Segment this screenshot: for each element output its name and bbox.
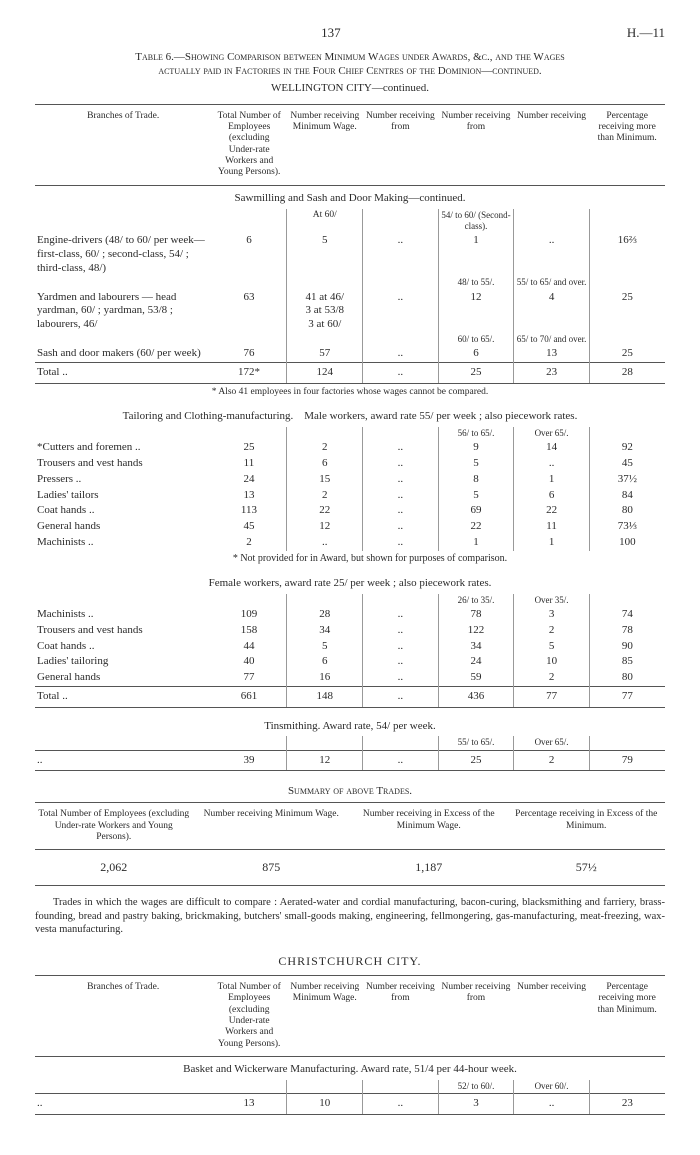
section-b-title: Tailoring and Clothing-manufacturing. Ma… — [35, 408, 665, 427]
page-code: H.—11 — [627, 25, 665, 41]
christchurch-title: CHRISTCHURCH CITY. — [35, 954, 665, 969]
summary-col1: Total Number of Employees (excluding Und… — [35, 803, 193, 850]
section-b-table: 56/ to 65/. Over 65/. *Cutters and forem… — [35, 427, 665, 551]
row-label: Trousers and vest hands — [35, 456, 211, 472]
section-a-title: Sawmilling and Sash and Door Making—cont… — [35, 186, 665, 209]
christchurch-table: 52/ to 60/. Over 60/. .. 13 10 .. 3 .. 2… — [35, 1080, 665, 1115]
col-recv: Number receiving — [514, 104, 590, 185]
section-a-total: Total .. 172* 124 .. 25 23 28 — [35, 362, 665, 383]
table-row: Yardmen and labourers — head yardman, 60… — [35, 290, 665, 333]
page-number: 137 — [321, 25, 341, 41]
col-recv-from-b: Number receiving from — [438, 104, 514, 185]
row-label: General hands — [35, 519, 211, 535]
section-d-row: .. 39 12 .. 25 2 79 — [35, 750, 665, 771]
table-row: General hands4512..221173⅓ — [35, 519, 665, 535]
table-row: Ladies' tailoring406..241085 — [35, 654, 665, 670]
section-c-table: 26/ to 35/. Over 35/. Machinists ..10928… — [35, 594, 665, 708]
row-label: Machinists .. — [35, 607, 211, 623]
table-row: Pressers ..2415..8137½ — [35, 472, 665, 488]
row-label: Coat hands .. — [35, 503, 211, 519]
row-label: Machinists .. — [35, 535, 211, 551]
summary-col2: Number receiving Minimum Wage. — [193, 803, 351, 850]
section-b-footnote: * Not provided for in Award, but shown f… — [35, 551, 665, 572]
col-recv-from-a: Number receiving from — [363, 104, 439, 185]
summary-col4: Percentage receiving in Excess of the Mi… — [508, 803, 666, 850]
table-row: Coat hands ..445..34590 — [35, 639, 665, 655]
section-c-total: Total .. 661 148 .. 436 77 77 — [35, 686, 665, 707]
page-header: 137 H.—11 — [35, 25, 665, 41]
row-label: Trousers and vest hands — [35, 623, 211, 639]
table-row: Trousers and vest hands15834..122278 — [35, 623, 665, 639]
summary-row: 2,062 875 1,187 57½ — [35, 850, 665, 886]
table-row: General hands7716..59280 — [35, 670, 665, 686]
row-label: Sash and door makers (60/ per week) — [35, 346, 211, 362]
table-row: *Cutters and foremen ..252..91492 — [35, 440, 665, 456]
table-row: Ladies' tailors132..5684 — [35, 488, 665, 504]
summary-table: Total Number of Employees (excluding Und… — [35, 802, 665, 886]
summary-col3: Number receiving in Excess of the Minimu… — [350, 803, 508, 850]
christchurch-section-title: Basket and Wickerware Manufacturing. Awa… — [35, 1057, 665, 1080]
row-label: *Cutters and foremen .. — [35, 440, 211, 456]
christchurch-header: Branches of Trade. Total Number of Emplo… — [35, 975, 665, 1057]
section-a-table: At 60/ 54/ to 60/ (Second-class). Engine… — [35, 209, 665, 384]
col-total-emp: Total Number of Employees (excluding Und… — [211, 104, 287, 185]
table-title: Table 6.—Showing Comparison between Mini… — [35, 51, 665, 79]
section-a-footnote: * Also 41 employees in four factories wh… — [35, 384, 665, 409]
row-label: Coat hands .. — [35, 639, 211, 655]
col-min-wage: Number receiving Minimum Wage. — [287, 104, 363, 185]
table-row: Engine-drivers (48/ to 60/ per week—firs… — [35, 233, 665, 276]
christchurch-row: .. 13 10 .. 3 .. 23 — [35, 1094, 665, 1115]
row-label: Yardmen and labourers — head yardman, 60… — [35, 290, 211, 333]
col-branches: Branches of Trade. — [35, 104, 211, 185]
section-d-title: Tinsmithing. Award rate, 54/ per week. — [35, 708, 665, 737]
trades-paragraph: Trades in which the wages are difficult … — [35, 896, 665, 935]
section-d-table: 55/ to 65/. Over 65/. .. 39 12 .. 25 2 7… — [35, 736, 665, 771]
row-label: General hands — [35, 670, 211, 686]
main-columns-header: Branches of Trade. Total Number of Emplo… — [35, 104, 665, 186]
row-label: Pressers .. — [35, 472, 211, 488]
table-row: Machinists ..2....11100 — [35, 535, 665, 551]
col-pct: Percentage receiving more than Minimum. — [589, 104, 665, 185]
city-subtitle: WELLINGTON CITY—continued. — [35, 82, 665, 96]
row-label: Engine-drivers (48/ to 60/ per week—firs… — [35, 233, 211, 276]
table-row: Trousers and vest hands116..5..45 — [35, 456, 665, 472]
section-c-title: Female workers, award rate 25/ per week … — [35, 571, 665, 594]
table-row: Sash and door makers (60/ per week)7657.… — [35, 346, 665, 362]
table-row: Machinists ..10928..78374 — [35, 607, 665, 623]
row-label: Ladies' tailors — [35, 488, 211, 504]
row-label: Ladies' tailoring — [35, 654, 211, 670]
summary-title: Summary of above Trades. — [35, 771, 665, 802]
table-row: Coat hands ..11322..692280 — [35, 503, 665, 519]
